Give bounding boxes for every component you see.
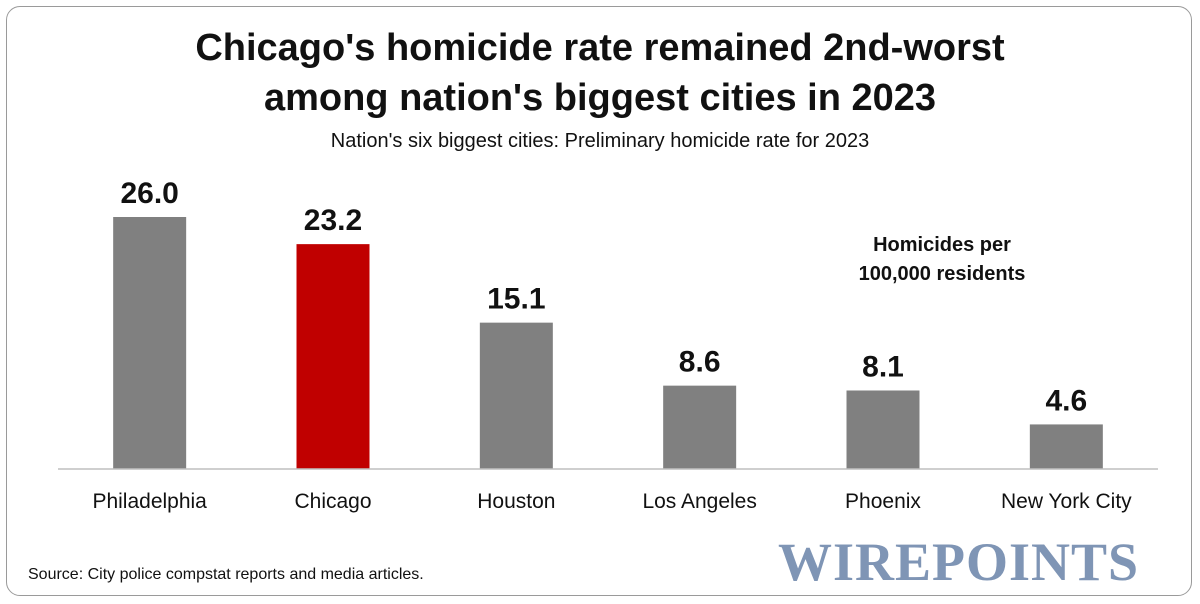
units-annotation-line2: 100,000 residents [859, 263, 1026, 285]
wirepoints-logo: WIREPOINTS [778, 532, 1140, 592]
x-tick-label: New York City [1001, 490, 1132, 513]
x-tick-label: Philadelphia [92, 490, 207, 513]
data-label: 15.1 [487, 283, 545, 316]
data-label: 4.6 [1045, 384, 1087, 417]
data-label: 26.0 [120, 177, 178, 210]
bar-los-angeles [663, 385, 737, 469]
source-note: Source: City police compstat reports and… [28, 566, 424, 583]
x-tick-label: Los Angeles [642, 490, 756, 513]
chart-subtitle: Nation's six biggest cities: Preliminary… [330, 130, 870, 152]
chart-title-line1: Chicago's homicide rate remained 2nd-wor… [195, 27, 1005, 69]
data-label: 8.1 [862, 350, 904, 383]
bar-phoenix [846, 390, 920, 469]
chart-frame [6, 6, 1192, 596]
x-tick-label: Houston [477, 490, 555, 513]
bar-houston [479, 322, 553, 469]
x-tick-label: Phoenix [845, 490, 921, 513]
data-label: 8.6 [679, 346, 721, 379]
bar-philadelphia [113, 217, 187, 469]
data-label: 23.2 [304, 204, 362, 237]
bar-chicago [296, 244, 370, 469]
x-tick-label: Chicago [294, 490, 371, 513]
chart-title-line2: among nation's biggest cities in 2023 [263, 77, 937, 119]
units-annotation-line1: Homicides per [873, 234, 1011, 256]
bar-new-york-city [1029, 424, 1103, 469]
